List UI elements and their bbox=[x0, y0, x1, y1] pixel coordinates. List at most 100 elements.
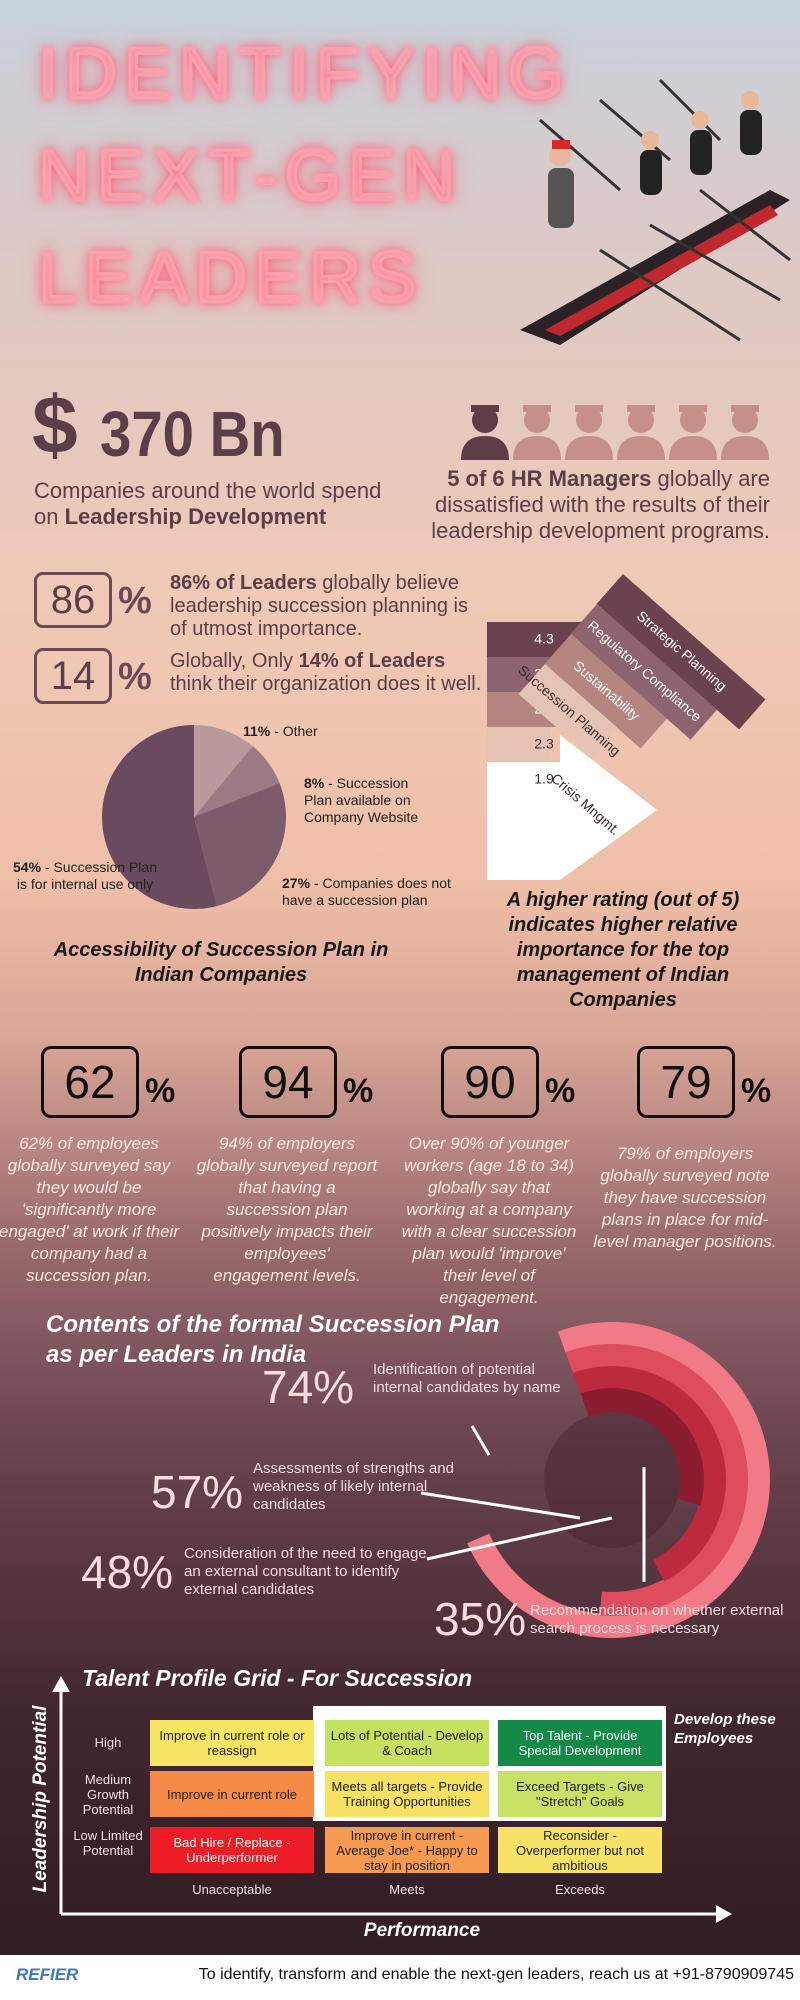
stat-unit: % bbox=[545, 1072, 576, 1110]
pie-slice bbox=[194, 746, 280, 817]
grid-cell: Improve in current - Average Joe* - Happ… bbox=[325, 1827, 489, 1873]
pie-slice bbox=[194, 783, 286, 907]
pie-label-text: - Other bbox=[274, 723, 318, 739]
talent-axes bbox=[52, 1676, 732, 1923]
pie-label-value: 54% bbox=[13, 859, 42, 875]
pie-label: 8% - Succession Plan available on Compan… bbox=[304, 775, 429, 826]
grid-cell: Exceed Targets - Give "Stretch" Goals bbox=[498, 1771, 662, 1817]
hr-bold: 5 of 6 HR Managers bbox=[447, 466, 652, 491]
radial-unit: % bbox=[132, 1546, 174, 1598]
column-label: Unacceptable bbox=[192, 1882, 272, 1897]
stat-box: 14 bbox=[34, 648, 112, 704]
leader-plain: think their organization does it well. bbox=[170, 673, 482, 695]
leader-text: Globally, Only 14% of Leaders think thei… bbox=[170, 650, 490, 696]
rating-value: 1.9 bbox=[534, 771, 554, 787]
person-head bbox=[524, 407, 550, 433]
boat-stripe bbox=[545, 205, 778, 336]
footer-bar bbox=[0, 1955, 800, 2000]
talent-title: Talent Profile Grid - For Succession bbox=[82, 1665, 473, 1691]
pie-slice bbox=[194, 725, 253, 817]
radial-number: 57 bbox=[151, 1466, 203, 1518]
grid-cell: Improve in current role bbox=[150, 1771, 314, 1817]
stat-text: 79% of employers globally surveyed note … bbox=[593, 1144, 777, 1251]
radial-text: Assessments of strengths and weakness of… bbox=[253, 1460, 454, 1513]
row-label: Low Limited Potential bbox=[73, 1828, 143, 1858]
pie-caption: Accessibility of Succession Plan in Indi… bbox=[53, 939, 389, 986]
rowing-illustration bbox=[520, 78, 791, 345]
pie-label-text: - Succession Plan available on Company W… bbox=[304, 775, 419, 825]
row-label: High bbox=[94, 1735, 122, 1750]
radial-value: 57% bbox=[151, 1465, 243, 1519]
stat-text: 94% of employers globally surveyed repor… bbox=[196, 1134, 378, 1285]
spend-text-bold: Leadership Development bbox=[64, 504, 327, 529]
stat-unit: % bbox=[343, 1072, 374, 1110]
leader-lines bbox=[420, 1425, 646, 1582]
ratings-caption: A higher rating (out of 5) indicates hig… bbox=[506, 889, 740, 1011]
person-hair bbox=[575, 405, 603, 412]
person-body bbox=[721, 436, 769, 460]
radial-text: Recommendation on whether external searc… bbox=[530, 1602, 784, 1637]
radial-unit: % bbox=[485, 1593, 527, 1645]
people-icons bbox=[461, 405, 769, 460]
grid-cell: Bad Hire / Replace - Underperformer bbox=[150, 1827, 314, 1873]
rating-band bbox=[544, 634, 667, 749]
radial-text: Identification of potential internal can… bbox=[373, 1361, 561, 1396]
spend-text-plain: Companies around the world spend on bbox=[34, 478, 382, 529]
radial-value: 48% bbox=[81, 1545, 173, 1599]
talent-x-label: Performance bbox=[363, 1920, 481, 1941]
pie-label-value: 27% bbox=[282, 875, 311, 891]
grid-cell: Meets all targets - Provide Training Opp… bbox=[325, 1771, 489, 1817]
pie-label-text: - Succession Plan is for internal use on… bbox=[16, 859, 157, 892]
radial-unit: % bbox=[313, 1361, 355, 1413]
stat-box: 62 bbox=[41, 1046, 139, 1118]
radial-arc bbox=[573, 1366, 726, 1582]
person-body bbox=[513, 436, 561, 460]
person-body bbox=[669, 436, 717, 460]
column-label: Exceeds bbox=[555, 1882, 605, 1897]
radial-arc bbox=[467, 1322, 770, 1638]
person-body bbox=[461, 436, 509, 460]
row-label: Medium Growth Potential bbox=[82, 1772, 134, 1817]
stat-unit: % bbox=[741, 1072, 772, 1110]
talent-y-label: Leadership Potential bbox=[30, 1705, 51, 1893]
radial-unit: % bbox=[202, 1466, 244, 1518]
pie-label-text: - Companies does not have a succession p… bbox=[282, 875, 451, 908]
rating-arrow bbox=[487, 735, 657, 880]
person-head bbox=[732, 407, 758, 433]
pie-label: 54% - Succession Plan is for internal us… bbox=[10, 859, 160, 893]
person-hair bbox=[679, 405, 707, 412]
footer-text: To identify, transform and enable the ne… bbox=[198, 1966, 794, 1983]
radial-number: 74 bbox=[262, 1361, 314, 1413]
pie-label-value: 11% bbox=[243, 723, 271, 739]
stat-box: 79 bbox=[637, 1046, 735, 1118]
person-hair bbox=[731, 405, 759, 412]
oars bbox=[539, 78, 791, 342]
radial-value: 74% bbox=[262, 1360, 354, 1414]
hr-text: 5 of 6 HR Managers globally are dissatis… bbox=[410, 466, 770, 544]
talent-note: Develop these Employees bbox=[674, 1711, 776, 1747]
person-head bbox=[576, 407, 602, 433]
stat-box: 86 bbox=[34, 572, 112, 628]
stat-text: 62% of employees globally surveyed say t… bbox=[0, 1134, 179, 1285]
radial-number: 35 bbox=[434, 1593, 486, 1645]
radial-core bbox=[544, 1412, 680, 1548]
radial-arc bbox=[565, 1344, 748, 1616]
person-head bbox=[680, 407, 706, 433]
stat-unit: % bbox=[118, 580, 152, 622]
pie-label: 27% - Companies does not have a successi… bbox=[282, 875, 462, 909]
person-head bbox=[472, 407, 498, 433]
rating-box bbox=[487, 727, 551, 762]
grid-cell: Improve in current role or reassign bbox=[150, 1720, 314, 1766]
leader-bold: 14% of Leaders bbox=[298, 650, 446, 672]
grid-cell: Reconsider - Overperformer but not ambit… bbox=[498, 1827, 662, 1873]
rowers bbox=[548, 91, 762, 228]
radial-text: Consideration of the need to engage an e… bbox=[184, 1545, 427, 1598]
radial-title: Contents of the formal Succession Plan a… bbox=[46, 1311, 500, 1368]
column-label: Meets bbox=[389, 1882, 425, 1897]
leader-bold: 86% of Leaders bbox=[170, 572, 317, 594]
title-line: IDENTIFYING bbox=[36, 34, 572, 114]
pie-label-value: 8% bbox=[304, 775, 325, 791]
pie-slice bbox=[102, 725, 217, 910]
rating-value: 2.3 bbox=[534, 736, 554, 752]
